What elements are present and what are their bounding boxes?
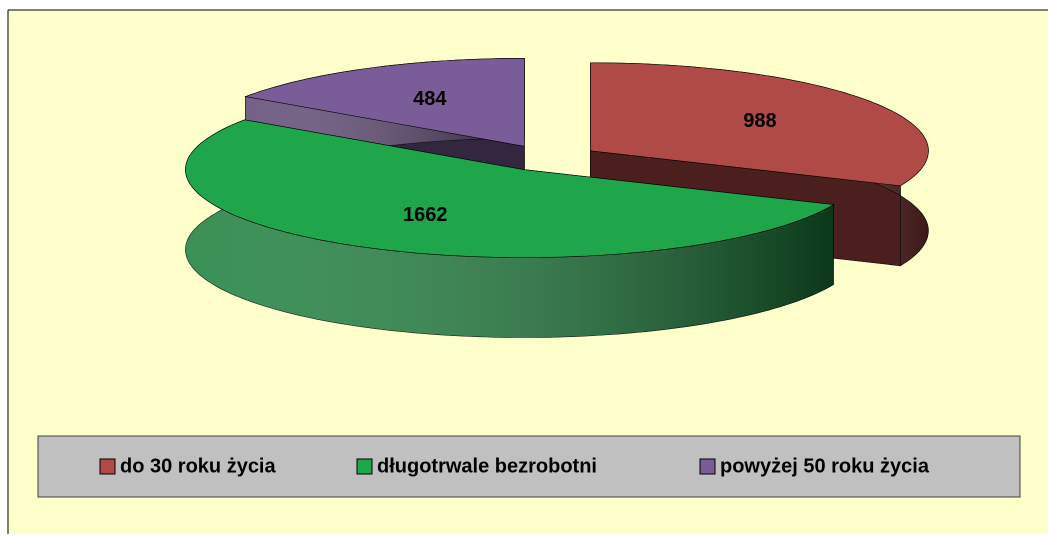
pie-slice: [590, 62, 929, 187]
pie-slice: [244, 57, 525, 147]
data-label: 484: [413, 88, 447, 110]
data-label: 988: [743, 110, 776, 132]
legend-swatch: [99, 458, 116, 475]
legend-box: [37, 435, 1021, 498]
legend-label: długotrwale bezrobotni: [377, 455, 597, 477]
pie-slice: [185, 119, 835, 258]
legend-swatch: [699, 458, 716, 475]
slice-outer-wall-shade: [185, 119, 834, 338]
legend: do 30 roku życia długotrwale bezrobotni po…: [99, 455, 930, 477]
pie: 988 1662 484: [185, 57, 929, 338]
data-label: 1662: [403, 204, 448, 226]
legend-label: powyżej 50 roku życia: [720, 455, 930, 477]
legend-label: do 30 roku życia: [120, 455, 276, 477]
legend-swatch: [356, 458, 373, 475]
